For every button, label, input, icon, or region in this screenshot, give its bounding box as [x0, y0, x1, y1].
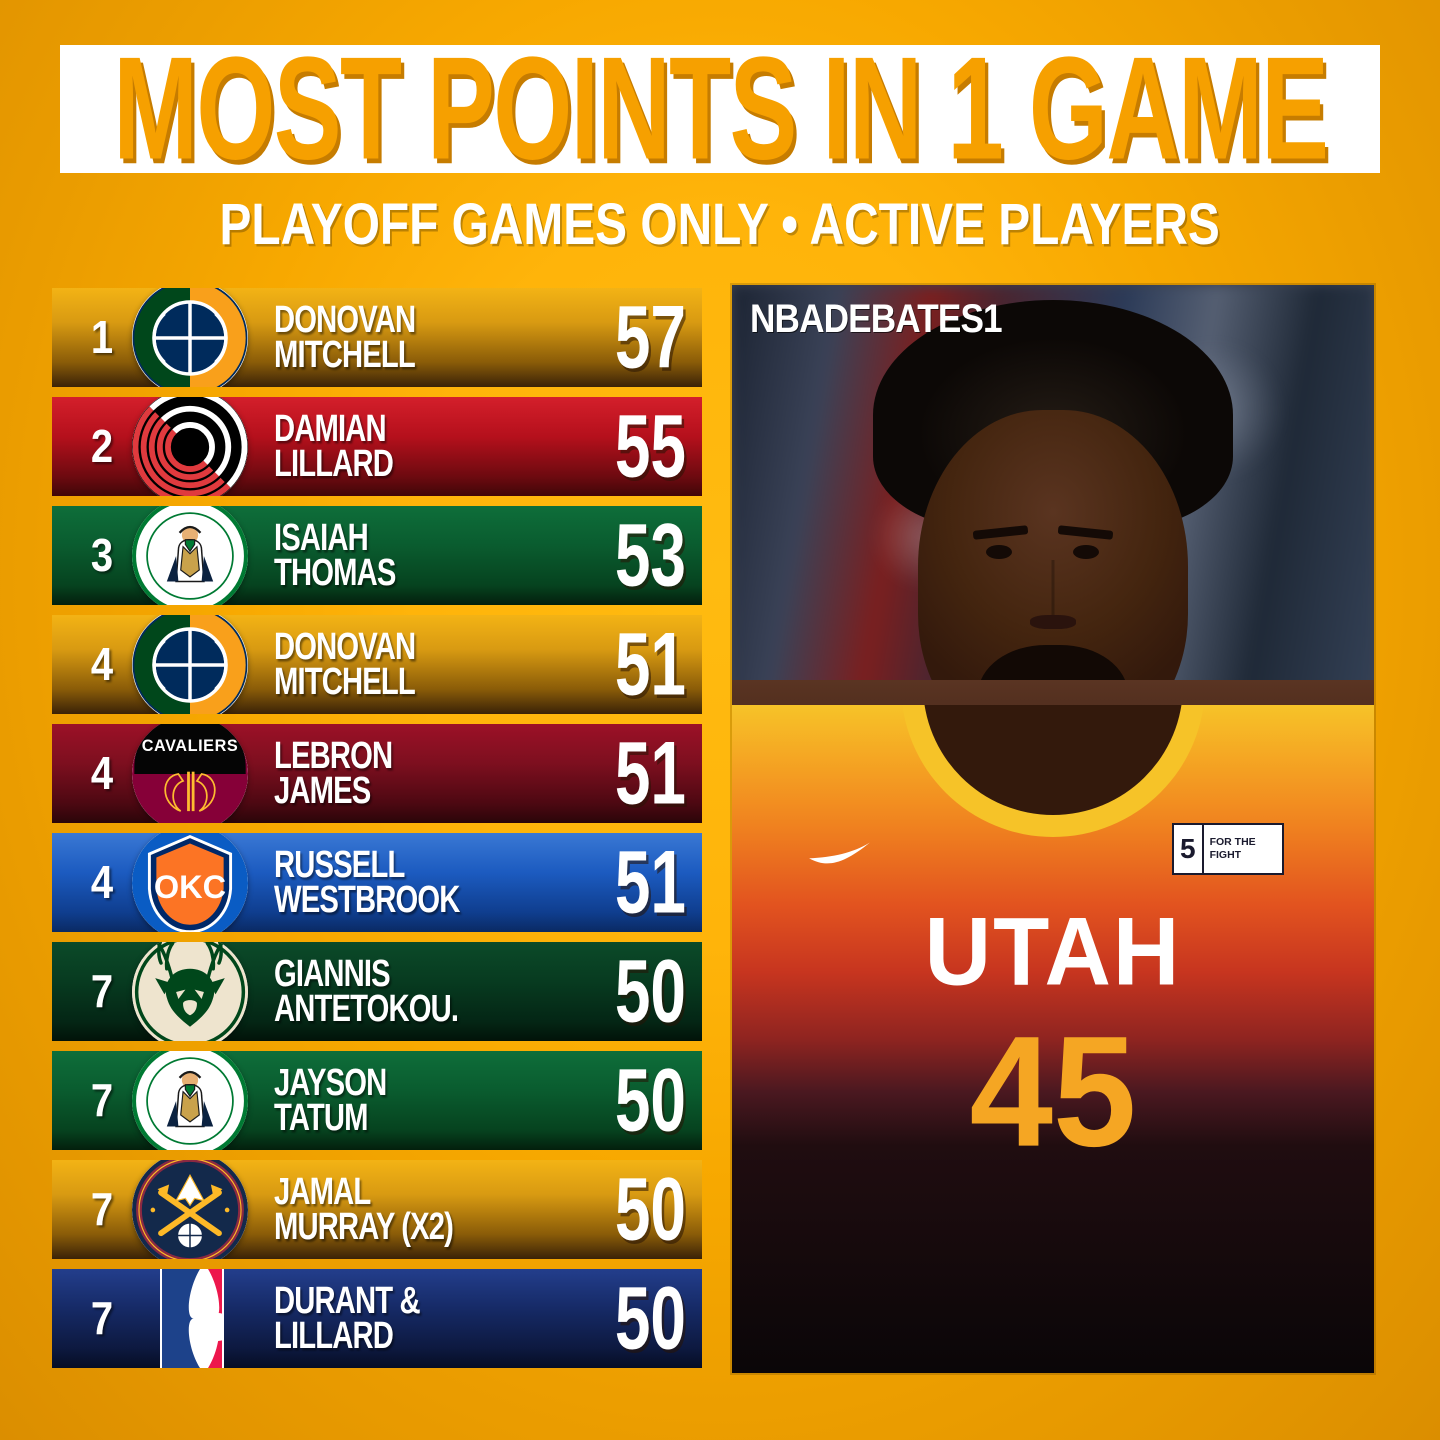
svg-text:OKC: OKC [154, 869, 226, 905]
svg-text:CAVALIERS: CAVALIERS [142, 737, 239, 755]
